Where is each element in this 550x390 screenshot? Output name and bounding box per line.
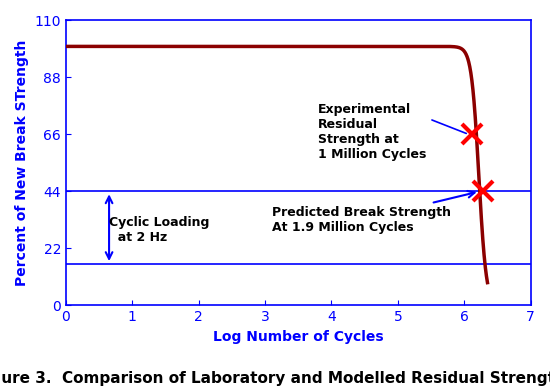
Text: Figure 3.  Comparison of Laboratory and Modelled Residual Strengths: Figure 3. Comparison of Laboratory and M… <box>0 371 550 386</box>
Y-axis label: Percent of New Break STrength: Percent of New Break STrength <box>15 40 29 286</box>
Text: Predicted Break Strength
At 1.9 Million Cycles: Predicted Break Strength At 1.9 Million … <box>272 191 475 234</box>
Text: Cyclic Loading
  at 2 Hz: Cyclic Loading at 2 Hz <box>109 216 210 244</box>
Text: Experimental
Residual
Strength at
1 Million Cycles: Experimental Residual Strength at 1 Mill… <box>318 103 466 161</box>
X-axis label: Log Number of Cycles: Log Number of Cycles <box>213 330 383 344</box>
